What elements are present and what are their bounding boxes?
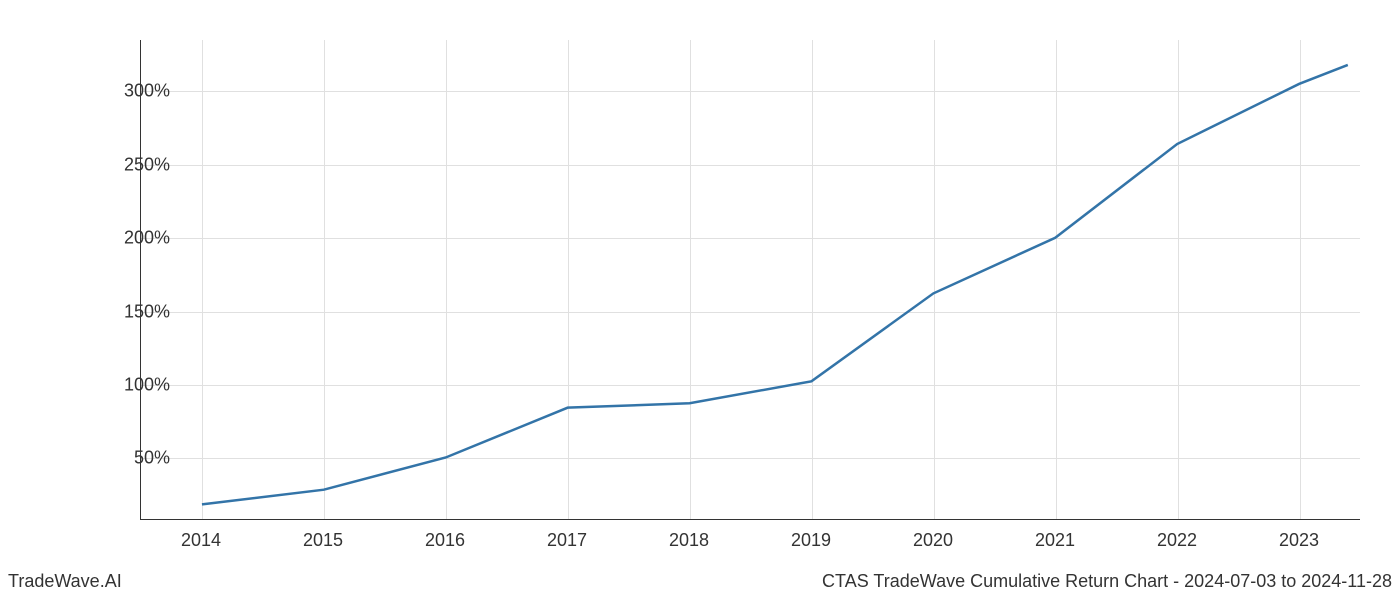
- plot-area: [140, 40, 1360, 520]
- x-axis-tick-label: 2021: [1035, 530, 1075, 551]
- y-axis-tick-label: 150%: [124, 301, 170, 322]
- x-axis-tick-label: 2016: [425, 530, 465, 551]
- chart-container: [140, 40, 1360, 520]
- x-axis-tick-label: 2020: [913, 530, 953, 551]
- x-axis-tick-label: 2017: [547, 530, 587, 551]
- x-axis-tick-label: 2015: [303, 530, 343, 551]
- y-axis-tick-label: 100%: [124, 374, 170, 395]
- x-axis-tick-label: 2019: [791, 530, 831, 551]
- x-axis-tick-label: 2018: [669, 530, 709, 551]
- x-axis-tick-label: 2014: [181, 530, 221, 551]
- y-axis-tick-label: 200%: [124, 228, 170, 249]
- y-axis-tick-label: 250%: [124, 154, 170, 175]
- footer-caption: CTAS TradeWave Cumulative Return Chart -…: [822, 571, 1392, 592]
- y-axis-tick-label: 300%: [124, 81, 170, 102]
- y-axis-tick-label: 50%: [134, 448, 170, 469]
- data-series-line: [202, 65, 1348, 504]
- x-axis-tick-label: 2022: [1157, 530, 1197, 551]
- footer-brand: TradeWave.AI: [8, 571, 122, 592]
- x-axis-tick-label: 2023: [1279, 530, 1319, 551]
- line-chart-svg: [141, 40, 1360, 519]
